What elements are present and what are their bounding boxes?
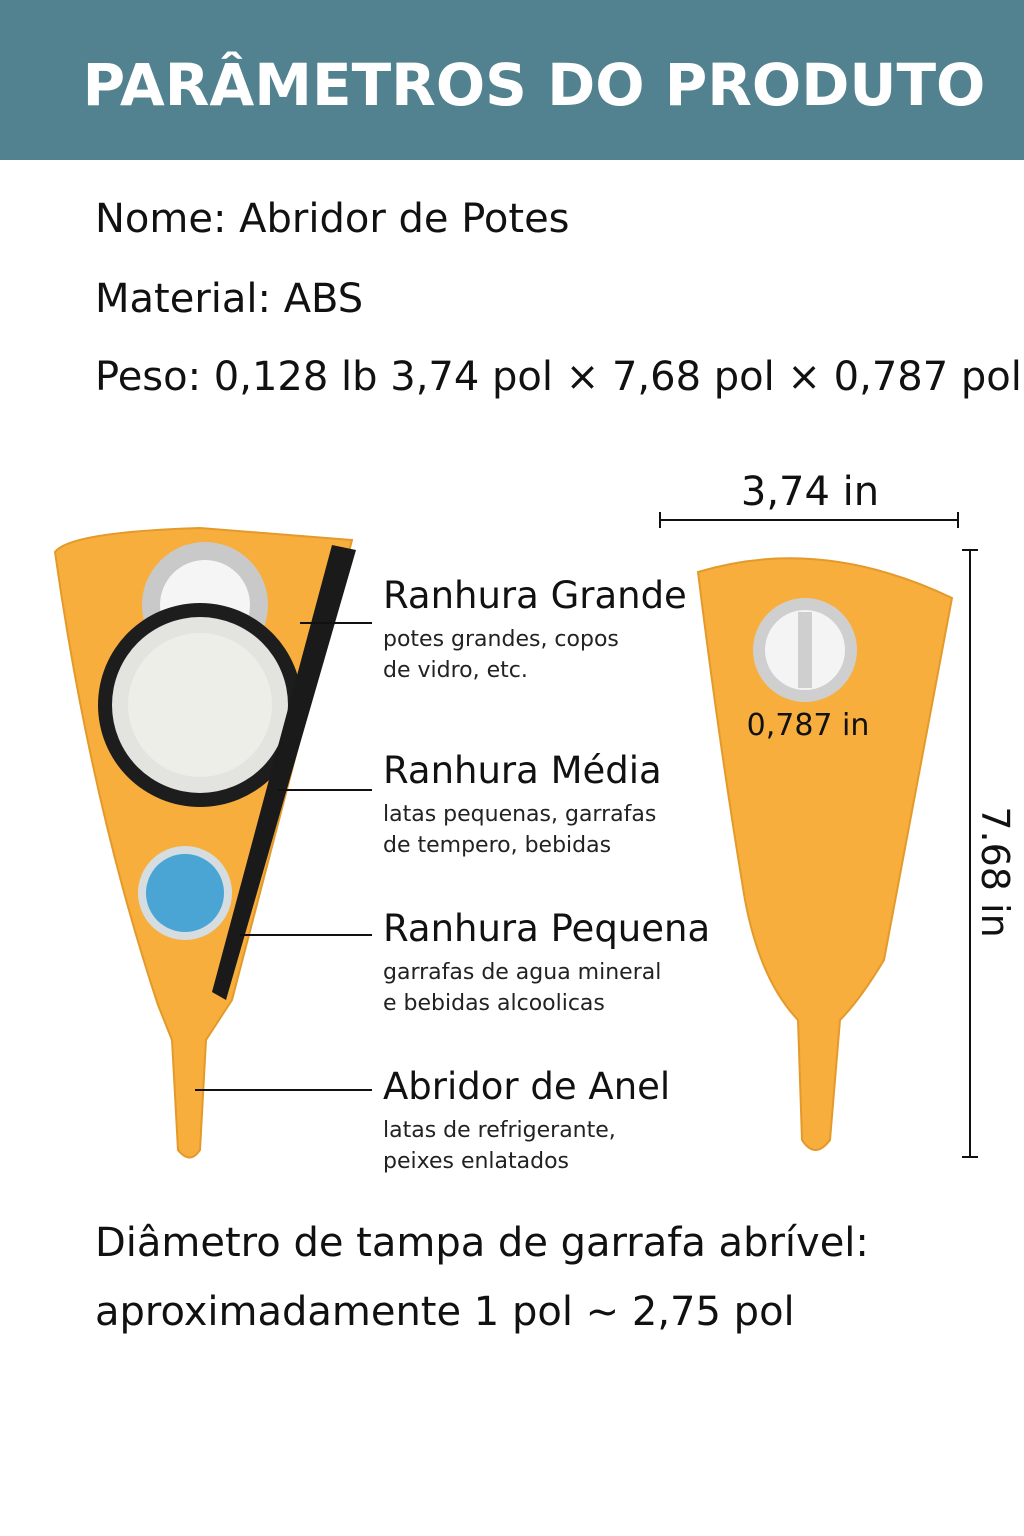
spec: Peso: 0,128 lb 3,74 pol × 7,68 pol × 0,7…	[95, 354, 1022, 400]
feature-desc: peixes enlatados	[383, 1149, 569, 1174]
feature-desc: garrafas de agua mineral	[383, 960, 661, 985]
feature-desc: de tempero, bebidas	[383, 833, 611, 858]
spec: Material: ABS	[95, 276, 363, 322]
feature-title: Ranhura Pequena	[383, 907, 710, 950]
header-title: PARÂMETROS DO PRODUTO	[83, 50, 986, 119]
feature-desc: potes grandes, copos	[383, 627, 619, 652]
footer-line: aproximadamente 1 pol ~ 2,75 pol	[95, 1289, 795, 1335]
width-label: 3,74 in	[741, 469, 879, 515]
footer-line: Diâmetro de tampa de garrafa abrível:	[95, 1220, 869, 1266]
feature-desc: e bebidas alcoolicas	[383, 991, 605, 1016]
feature-desc: de vidro, etc.	[383, 658, 528, 683]
feature-title: Ranhura Grande	[383, 574, 687, 617]
opener-back	[696, 557, 954, 1151]
feature-title: Abridor de Anel	[383, 1065, 670, 1108]
feature-title: Ranhura Média	[383, 749, 662, 792]
feature-desc: latas de refrigerante,	[383, 1118, 616, 1143]
header-bar	[0, 0, 1024, 160]
feature-desc: latas pequenas, garrafas	[383, 802, 656, 827]
spec: Nome: Abridor de Potes	[95, 196, 570, 242]
opener-front	[53, 526, 356, 1159]
height-label: 7.68 in	[973, 806, 1017, 937]
thickness-label: 0,787 in	[747, 708, 870, 743]
